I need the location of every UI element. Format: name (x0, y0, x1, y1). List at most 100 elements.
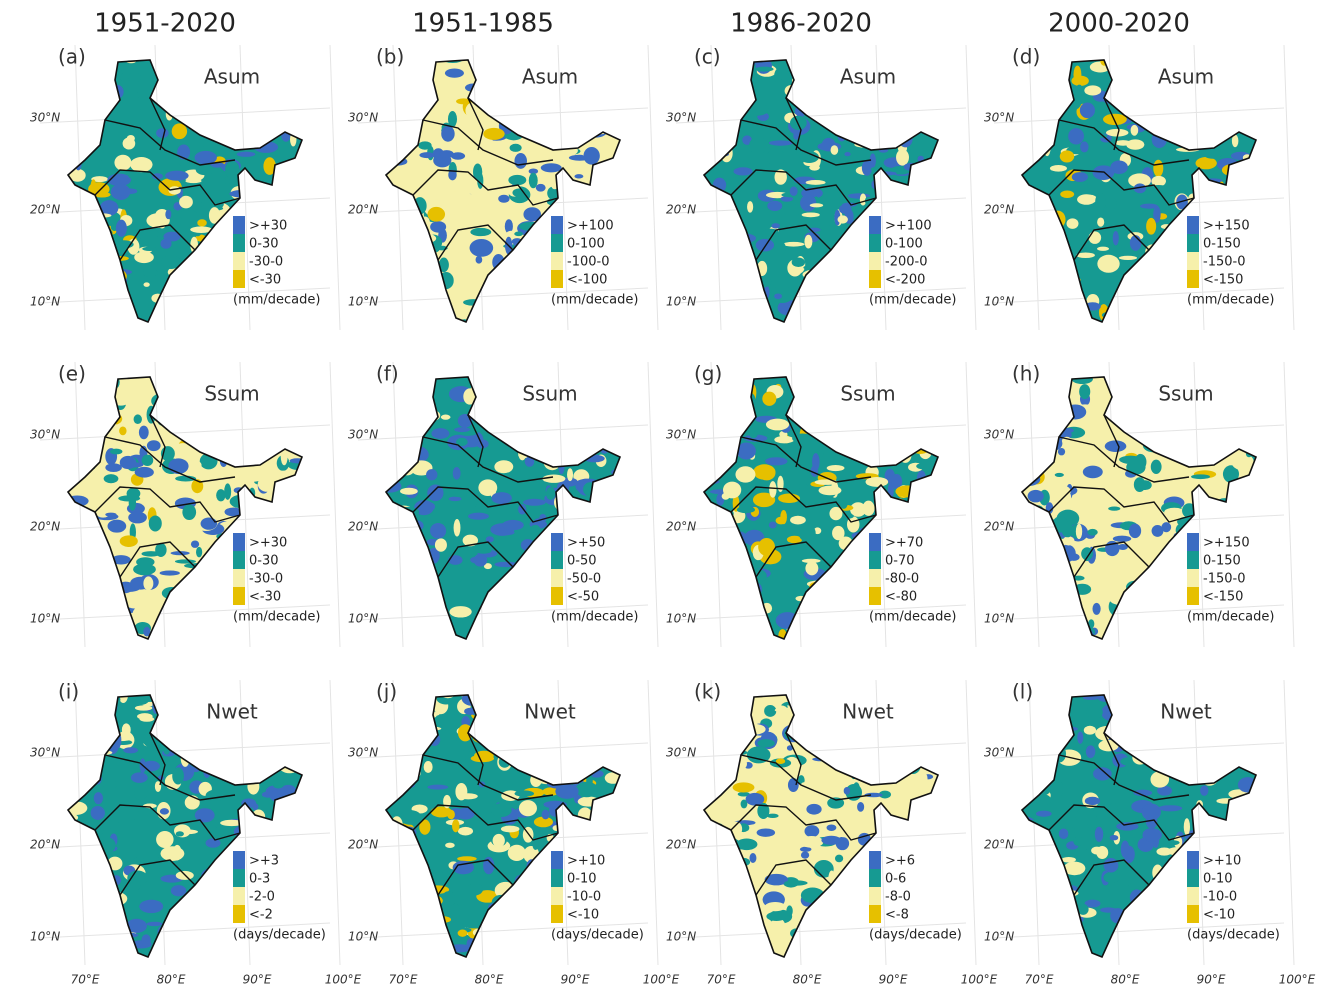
blob (514, 232, 523, 237)
longitude-label: 100°E (325, 973, 362, 987)
blob (1089, 231, 1102, 244)
blob (453, 86, 461, 90)
legend-unit: (mm/decade) (1187, 610, 1274, 625)
blob (63, 623, 74, 638)
blob (292, 550, 299, 566)
latitude-label: 20°N (30, 838, 60, 852)
latitude-label: 30°N (666, 428, 696, 442)
latitude-label: 20°N (984, 520, 1014, 534)
blob (434, 916, 451, 923)
blob (525, 263, 543, 276)
blob (736, 599, 746, 604)
blob (1097, 247, 1109, 251)
variable-name: Ssum (522, 382, 577, 406)
blob (855, 633, 869, 640)
blob (908, 524, 929, 528)
blob (534, 104, 556, 108)
blob (101, 944, 115, 949)
latitude-label: 20°N (666, 203, 696, 217)
blob (286, 196, 303, 211)
blob (1084, 85, 1101, 95)
blob (849, 614, 866, 624)
blob (1205, 212, 1212, 217)
blob (833, 92, 839, 108)
blob (485, 291, 503, 306)
blob (918, 772, 928, 785)
blob (791, 686, 813, 703)
blob (828, 884, 836, 893)
blob (97, 577, 105, 591)
blob (715, 91, 739, 99)
blob (73, 858, 95, 869)
blob (792, 258, 805, 267)
variable-name: Asum (840, 65, 896, 89)
blob (175, 559, 196, 563)
blob (590, 79, 597, 95)
blob (204, 895, 219, 912)
blob (59, 410, 73, 418)
blob (203, 760, 211, 778)
blob (281, 697, 297, 709)
blob (815, 479, 838, 484)
blob (1160, 913, 1175, 922)
latitude-label: 30°N (348, 111, 378, 125)
blob (1015, 256, 1037, 269)
blob (704, 137, 720, 151)
blob (89, 548, 96, 557)
blob (227, 407, 242, 418)
blob (106, 246, 115, 252)
blob (74, 588, 91, 599)
blob (543, 113, 561, 123)
blob (532, 440, 556, 444)
blob (1140, 936, 1155, 948)
blob (1149, 67, 1157, 75)
blob (1096, 846, 1108, 859)
legend-swatch (551, 216, 563, 234)
blob (1155, 736, 1169, 749)
blob (792, 946, 806, 956)
blob (1057, 630, 1074, 635)
blob (272, 722, 281, 731)
blob (1126, 917, 1147, 925)
blob (203, 884, 219, 893)
blob (1145, 306, 1157, 322)
blob (1041, 230, 1054, 244)
blob (747, 201, 753, 213)
blob (526, 313, 547, 326)
blob (133, 811, 153, 822)
legend-label: >+100 (567, 219, 614, 234)
blob (917, 757, 924, 761)
blob (189, 262, 204, 280)
blob (861, 234, 869, 245)
blob (242, 504, 251, 521)
blob (1186, 412, 1207, 420)
blob (838, 215, 848, 223)
blob (917, 808, 938, 818)
blob (602, 838, 610, 852)
blob (840, 882, 859, 889)
blob (1134, 941, 1142, 949)
blob (916, 311, 935, 325)
legend-label: -100-0 (567, 255, 609, 270)
blob (421, 277, 436, 283)
blob (405, 96, 414, 102)
blob (596, 872, 615, 880)
blob (928, 374, 938, 383)
blob (163, 742, 170, 755)
blob (606, 731, 623, 737)
blob (1177, 418, 1188, 435)
blob (581, 628, 588, 638)
blob (827, 824, 837, 830)
blob (1149, 691, 1158, 701)
blob (274, 173, 293, 184)
blob (1113, 536, 1131, 542)
blob (1147, 494, 1158, 502)
blob (374, 143, 394, 154)
blob (83, 266, 96, 273)
blob (1057, 781, 1063, 796)
blob (837, 601, 859, 611)
legend-label: 0-10 (567, 872, 597, 887)
blob (140, 717, 155, 722)
blob (257, 385, 277, 398)
blob (281, 172, 302, 190)
